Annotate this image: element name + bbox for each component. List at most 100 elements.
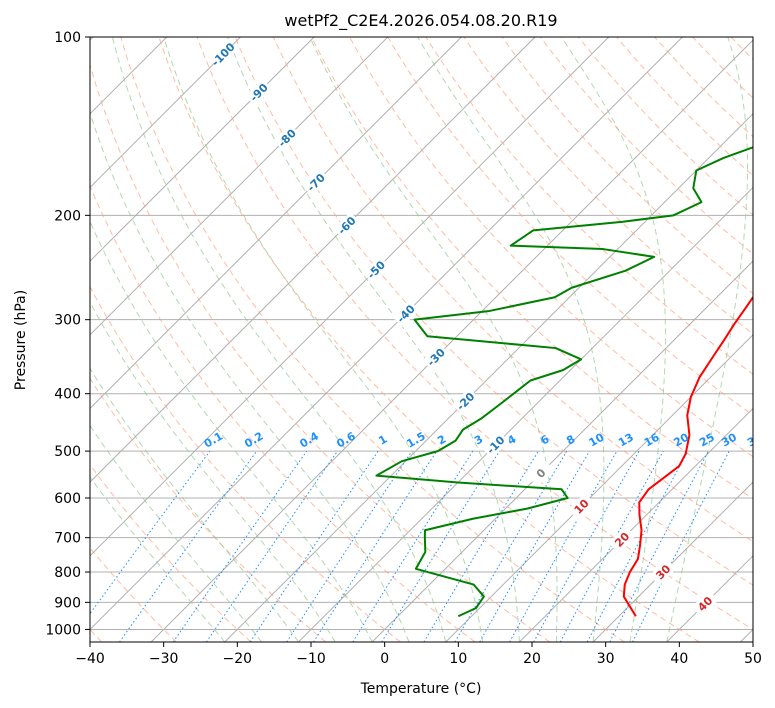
moist-adiabat-line: [111, 37, 447, 642]
isotherm-label-background: [649, 558, 677, 586]
dry-adiabat-line: [90, 184, 476, 642]
isotherm-label-background: [527, 459, 555, 487]
isotherm-line: [90, 37, 241, 189]
isotherm-label-background: [302, 169, 330, 196]
isotherm-label-background: [482, 431, 510, 459]
mixing-ratio-label: 1.5: [404, 430, 427, 451]
sounding-profiles: [375, 146, 753, 618]
mixing-ratio-line: [249, 450, 379, 642]
y-tick-label: 400: [54, 387, 81, 403]
isotherm-label-background: [608, 526, 636, 553]
dry-adiabat-line: [501, 37, 753, 295]
y-tick-label: 1000: [45, 622, 81, 638]
x-tick-label: −10: [296, 651, 326, 667]
y-tick-label: 700: [54, 531, 81, 547]
dry-adiabat-line: [196, 37, 753, 631]
y-tick-label: 900: [54, 595, 81, 611]
isotherm-label-background: [362, 256, 390, 284]
moist-adiabat-line: [561, 37, 666, 642]
chart-title: wetPf2_C2E4.2026.054.08.20.R19: [284, 11, 557, 31]
mixing-ratio-line: [205, 450, 338, 642]
x-tick-label: 10: [449, 651, 467, 667]
dry-adiabat-line: [654, 37, 753, 138]
isotherm-label: -100: [209, 40, 238, 69]
y-tick-label: 800: [54, 565, 81, 581]
mixing-ratio-line: [423, 450, 539, 642]
isotherm-line: [371, 260, 753, 642]
x-tick-label: 0: [380, 651, 389, 667]
x-axis-title: Temperature (°C): [360, 681, 482, 697]
x-tick-label: 40: [670, 651, 688, 667]
line-labels: 0.1 0.2 0.4 0.6 1 1.5 2 3 4 6 8 10 13 16 20 25 30 36-100-…: [202, 40, 753, 618]
isotherm-label-background: [392, 300, 420, 328]
dry-adiabat-line: [463, 37, 753, 335]
y-tick-label: 300: [54, 313, 81, 329]
isotherm-line: [90, 37, 683, 631]
moist-adiabat-line: [90, 476, 226, 642]
dry-adiabat-line: [769, 37, 775, 642]
dry-adiabat-line: [90, 285, 401, 642]
mixing-ratio-label: 8: [564, 433, 577, 448]
dry-adiabat-line: [120, 37, 625, 642]
mixing-ratio-line: [172, 450, 308, 642]
y-tick-label: 200: [54, 208, 81, 224]
mixing-ratio-label: 30: [719, 430, 739, 449]
isotherm-label-background: [691, 590, 719, 618]
axes: −40 −30 −20 −10 0 10 20 30 40 50 1000 900 800 700 600 5…: [45, 30, 762, 667]
dry-adiabat-line: [387, 37, 753, 416]
temperature-profile-line: [622, 295, 753, 617]
moist-adiabat-line: [666, 37, 749, 642]
mixing-ratio-label: 3: [472, 433, 485, 448]
x-tick-label: −30: [149, 651, 179, 667]
moist-adiabat-line: [90, 424, 263, 642]
moist-adiabat-line: [90, 111, 410, 642]
isotherm-line: [519, 407, 753, 642]
x-tick-label: 20: [523, 651, 541, 667]
mixing-ratio-label: 25: [697, 431, 717, 450]
dry-adiabat-line: [692, 37, 753, 99]
mixing-ratio-line: [119, 450, 258, 642]
mixing-ratio-line: [509, 450, 618, 642]
mixing-ratio-line: [286, 450, 413, 642]
moist-adiabat-line: [417, 37, 605, 642]
isotherm-line: [90, 37, 315, 262]
dry-adiabat-line: [90, 377, 327, 642]
isotherm-label-background: [333, 212, 361, 239]
moist-adiabat-line: [90, 367, 299, 642]
moist-adiabat-line: [227, 37, 520, 642]
background-lines: [90, 37, 775, 642]
x-tick-label: −40: [75, 651, 105, 667]
dry-adiabat-line: [90, 463, 252, 642]
isotherm-line: [666, 555, 753, 642]
isotherm-line: [90, 37, 610, 557]
mixing-ratio-line: [479, 450, 591, 642]
x-tick-label: −20: [223, 651, 253, 667]
isotherm-line: [90, 37, 536, 483]
moist-adiabat-line: [309, 37, 558, 642]
mixing-ratio-line: [586, 450, 689, 642]
x-tick-label: 50: [744, 651, 762, 667]
dry-adiabat-line: [539, 37, 753, 255]
moist-adiabat-line: [90, 301, 336, 642]
isotherm-line: [90, 37, 462, 410]
y-axis-title: Pressure (hPa): [13, 290, 29, 390]
mixing-ratio-label: 16: [642, 430, 662, 449]
isotherm-label-background: [273, 124, 301, 152]
isotherm-label-background: [245, 78, 273, 106]
mixing-ratio-line: [90, 450, 211, 615]
mixing-ratio-label: 0.1: [202, 430, 225, 451]
isotherm-label-background: [422, 343, 450, 371]
mixing-ratio-line: [352, 450, 474, 642]
mixing-ratio-label: 1: [376, 433, 389, 448]
mixing-ratio-line: [381, 450, 500, 642]
isotherm-label-background: [567, 493, 595, 520]
dry-adiabat-line: [616, 37, 753, 177]
dry-adiabat-line: [349, 37, 753, 458]
mixing-ratio-line: [559, 450, 664, 642]
y-tick-label: 100: [54, 30, 81, 46]
mixing-ratio-line: [454, 450, 568, 642]
mixing-ratio-label: 0.4: [298, 429, 322, 450]
isotherm-label-background: [209, 40, 237, 68]
